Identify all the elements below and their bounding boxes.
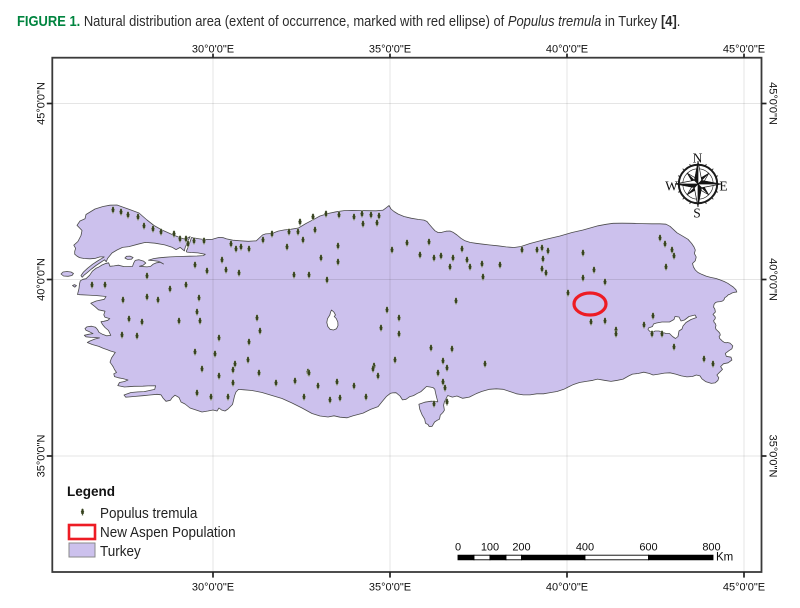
svg-text:W: W — [665, 179, 678, 194]
svg-text:E: E — [719, 179, 727, 194]
svg-text:Legend: Legend — [67, 484, 115, 499]
svg-text:200: 200 — [512, 542, 530, 554]
svg-text:0: 0 — [455, 542, 461, 554]
svg-text:30°0'0"E: 30°0'0"E — [192, 582, 234, 594]
svg-text:35°0'0"N: 35°0'0"N — [35, 435, 47, 478]
svg-text:New Aspen Population: New Aspen Population — [100, 524, 236, 541]
svg-text:45°0'0"E: 45°0'0"E — [723, 43, 765, 55]
svg-text:400: 400 — [576, 542, 594, 554]
svg-text:100: 100 — [481, 542, 499, 554]
svg-text:30°0'0"E: 30°0'0"E — [192, 43, 234, 55]
svg-text:40°0'0"N: 40°0'0"N — [767, 258, 779, 301]
svg-text:800: 800 — [702, 542, 720, 554]
svg-text:600: 600 — [639, 542, 657, 554]
svg-text:45°0'0"N: 45°0'0"N — [35, 82, 47, 125]
svg-text:35°0'0"N: 35°0'0"N — [767, 435, 779, 478]
svg-text:35°0'0"E: 35°0'0"E — [369, 582, 411, 594]
svg-text:40°0'0"E: 40°0'0"E — [546, 582, 588, 594]
svg-text:45°0'0"N: 45°0'0"N — [767, 82, 779, 125]
svg-text:45°0'0"E: 45°0'0"E — [723, 582, 765, 594]
svg-text:40°0'0"N: 40°0'0"N — [35, 258, 47, 301]
svg-text:Populus tremula: Populus tremula — [100, 505, 198, 522]
svg-text:40°0'0"E: 40°0'0"E — [546, 43, 588, 55]
svg-text:Turkey: Turkey — [100, 543, 141, 560]
svg-text:Km: Km — [716, 552, 733, 564]
svg-text:S: S — [693, 206, 701, 221]
svg-text:N: N — [693, 151, 703, 166]
svg-text:35°0'0"E: 35°0'0"E — [369, 43, 411, 55]
